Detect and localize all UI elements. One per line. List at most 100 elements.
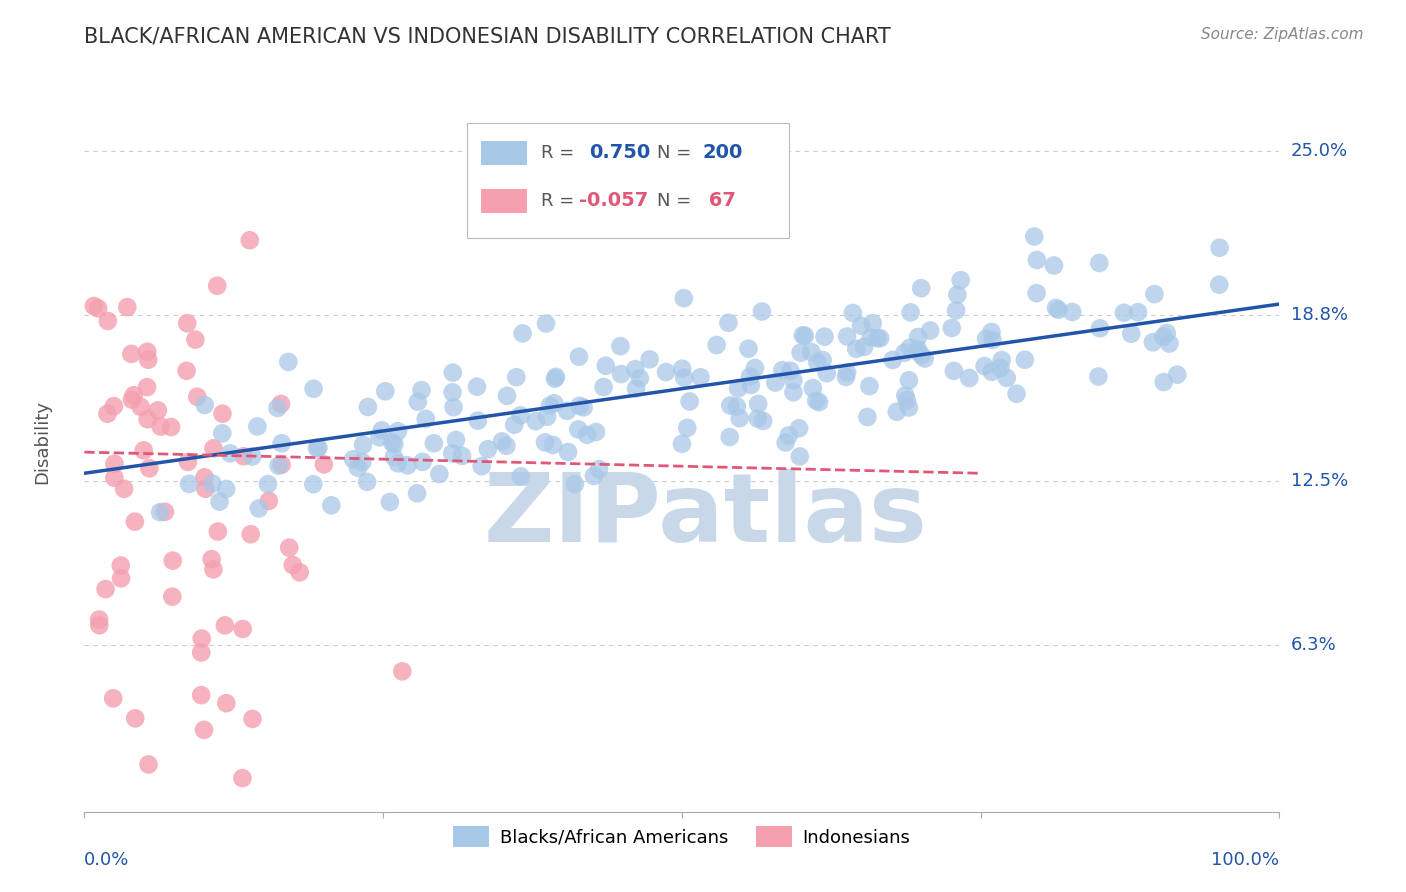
Point (278, 541, 301, 555)
Point (866, 331, 889, 345)
Point (270, 397, 292, 411)
Point (412, 455, 434, 469)
Point (779, 364, 801, 378)
Point (842, 306, 865, 320)
Point (267, 458, 290, 473)
Text: Disability: Disability (32, 400, 51, 483)
Point (813, 329, 835, 343)
Text: 0.750: 0.750 (589, 144, 650, 162)
Point (232, 622, 254, 636)
Point (974, 332, 997, 346)
Point (257, 477, 280, 491)
Point (368, 430, 391, 444)
Point (624, 362, 647, 376)
Point (671, 437, 693, 451)
Point (465, 380, 488, 394)
Point (103, 691, 125, 706)
Point (1043, 259, 1066, 273)
Point (980, 325, 1002, 339)
Point (138, 757, 160, 772)
Point (184, 333, 207, 347)
Text: N =: N = (657, 192, 692, 210)
Point (543, 396, 565, 410)
Point (176, 364, 198, 378)
Point (193, 723, 215, 737)
Point (858, 379, 880, 393)
Point (347, 460, 370, 475)
Point (411, 383, 433, 397)
Point (534, 435, 557, 450)
Point (740, 378, 762, 392)
Point (1088, 321, 1111, 335)
Point (240, 450, 263, 464)
Point (793, 328, 815, 343)
Point (352, 455, 374, 469)
Point (898, 341, 921, 355)
Point (509, 469, 531, 483)
Point (288, 566, 311, 580)
Point (751, 304, 773, 318)
Point (792, 328, 814, 343)
Point (121, 392, 143, 407)
Point (1156, 326, 1178, 340)
Point (907, 343, 929, 357)
Point (103, 457, 125, 471)
Point (242, 712, 264, 726)
Point (179, 476, 201, 491)
Point (162, 590, 184, 604)
Point (609, 339, 631, 353)
Point (1088, 256, 1111, 270)
Point (153, 505, 176, 519)
Point (136, 412, 159, 426)
Point (1025, 286, 1047, 301)
Point (277, 355, 299, 369)
Point (149, 505, 172, 519)
Point (495, 439, 517, 453)
Point (239, 527, 262, 541)
Point (281, 558, 304, 572)
Text: -0.057: -0.057 (579, 192, 648, 211)
Point (849, 318, 872, 333)
Point (941, 321, 963, 335)
Point (1208, 277, 1230, 292)
Point (1143, 287, 1166, 301)
FancyBboxPatch shape (481, 189, 527, 213)
Point (122, 388, 145, 402)
Text: Source: ZipAtlas.com: Source: ZipAtlas.com (1201, 27, 1364, 42)
Point (789, 345, 811, 359)
Point (592, 380, 614, 394)
Point (744, 361, 766, 376)
Point (689, 370, 711, 384)
Point (149, 419, 172, 434)
Point (862, 316, 884, 330)
Point (190, 632, 212, 646)
Point (110, 571, 132, 585)
Point (423, 436, 446, 450)
Point (671, 361, 693, 376)
Text: R =: R = (541, 192, 579, 210)
Point (451, 449, 474, 463)
Point (582, 469, 605, 483)
Point (806, 393, 828, 408)
Point (387, 456, 409, 470)
Point (211, 426, 233, 441)
Point (136, 344, 159, 359)
Point (638, 352, 661, 367)
Point (800, 345, 823, 359)
Point (146, 403, 169, 417)
Point (381, 435, 404, 450)
Point (886, 405, 908, 419)
Point (208, 494, 231, 508)
Point (673, 370, 696, 384)
Point (443, 401, 465, 415)
Point (949, 273, 972, 287)
Point (176, 316, 198, 330)
Text: ZIPatlas: ZIPatlas (484, 469, 928, 562)
Point (524, 414, 547, 428)
Point (588, 462, 610, 476)
Point (1166, 368, 1188, 382)
Point (202, 442, 225, 456)
Point (1126, 305, 1149, 319)
Point (900, 305, 922, 319)
Point (512, 326, 534, 341)
